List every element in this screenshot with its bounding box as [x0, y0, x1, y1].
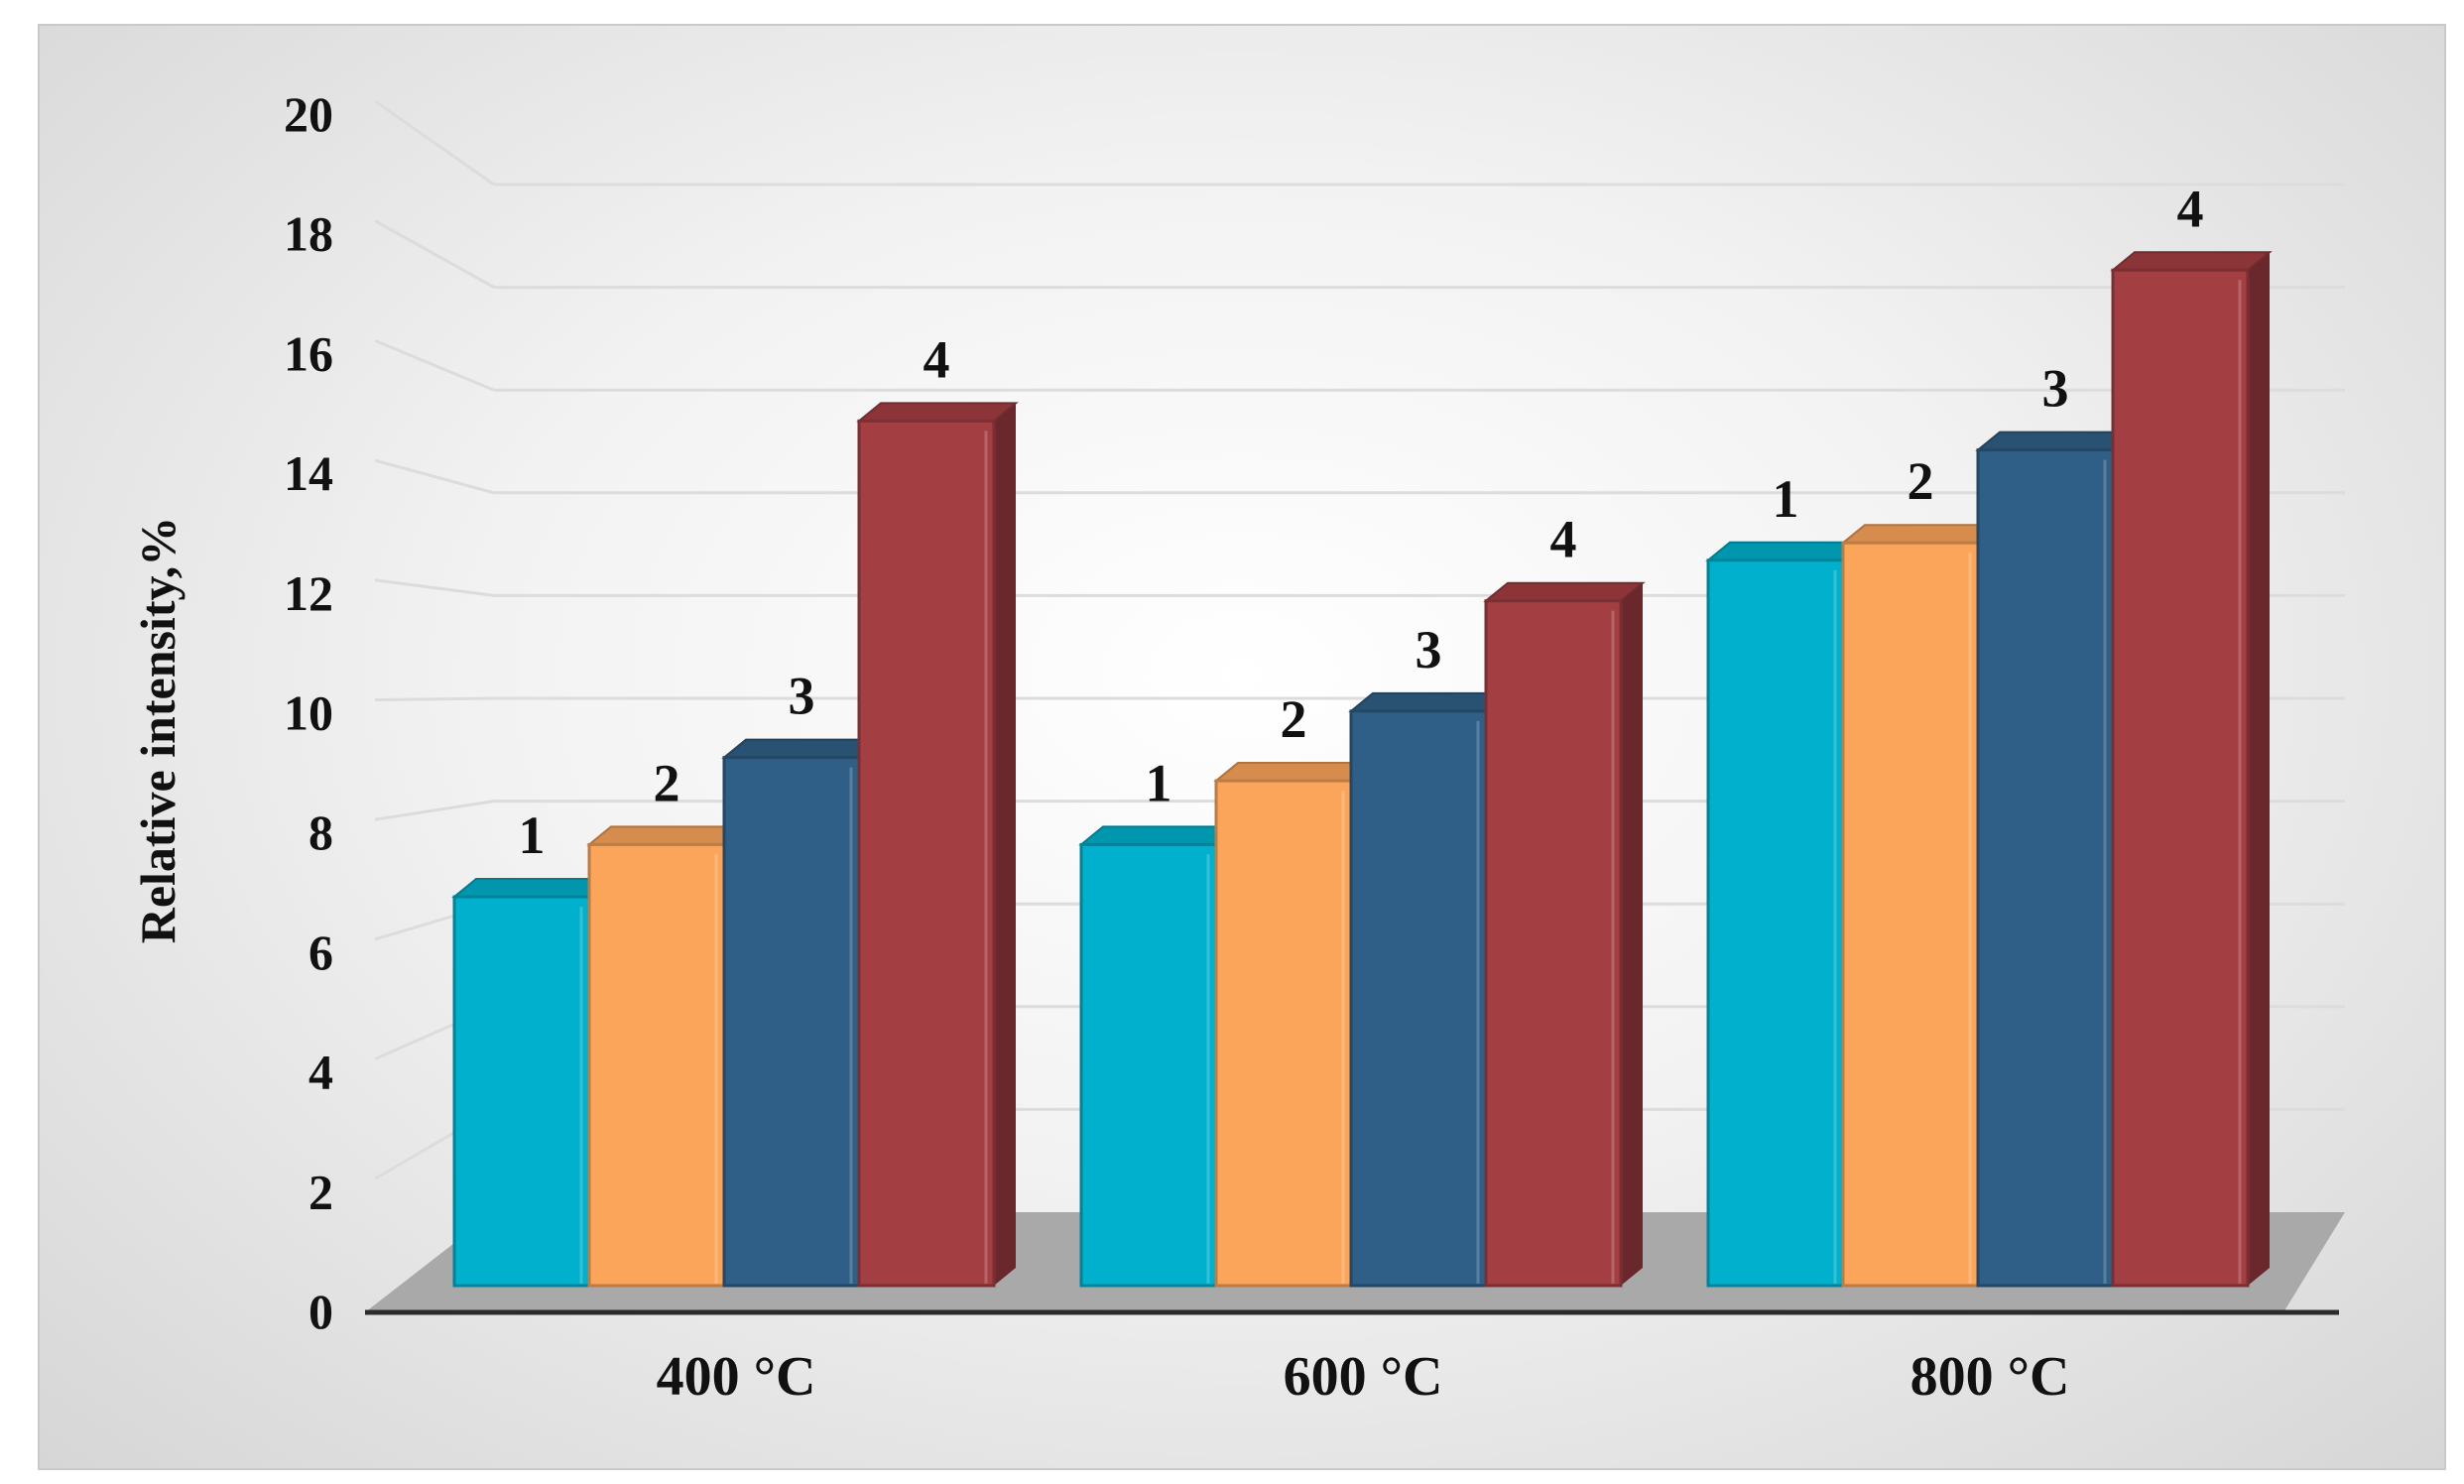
bar-series-1 — [451, 878, 614, 1288]
bar-series-4 — [1483, 581, 1646, 1288]
bar-series-label: 2 — [1281, 689, 1307, 749]
bar — [1841, 541, 1980, 1288]
bar-series-label: 1 — [1146, 753, 1172, 812]
bar — [1079, 842, 1218, 1288]
y-tick-label: 8 — [308, 804, 333, 860]
gridline-diagonal — [374, 800, 495, 821]
bar-top — [721, 738, 884, 759]
bar-top — [856, 402, 1019, 423]
bar-series-label: 4 — [1550, 510, 1577, 569]
bar-series-2 — [1840, 524, 2003, 1288]
y-tick-label: 0 — [308, 1284, 333, 1339]
y-tick-label: 18 — [284, 206, 333, 262]
bar — [1484, 599, 1623, 1288]
bar — [1214, 779, 1353, 1288]
gridline-diagonal — [374, 339, 495, 392]
bar-series-label: 1 — [519, 805, 546, 865]
y-tick-label: 20 — [284, 86, 333, 142]
bar — [587, 842, 726, 1288]
bar-side — [1621, 582, 1643, 1286]
bar-top — [1705, 541, 1868, 561]
bar-top — [1975, 431, 2138, 451]
bar-series-1 — [1078, 825, 1241, 1288]
bar-series-2 — [586, 825, 749, 1288]
bar-top — [451, 878, 614, 899]
bar — [1706, 558, 1845, 1288]
x-category-label: 800 °C — [1910, 1346, 2070, 1408]
bar-top — [1483, 581, 1646, 602]
bar-series-4 — [2110, 251, 2273, 1288]
bar-top — [2110, 251, 2273, 272]
gridline-diagonal — [374, 578, 495, 597]
bar-top — [1078, 825, 1241, 846]
bar-series-label: 4 — [2177, 179, 2204, 238]
bar-series-1 — [1705, 541, 1868, 1288]
x-category-label: 400 °C — [657, 1346, 816, 1408]
bar — [1349, 709, 1488, 1288]
bar-series-3 — [1348, 691, 1511, 1288]
bar — [722, 756, 861, 1288]
y-tick-label: 12 — [284, 565, 333, 621]
bar-side — [2248, 252, 2270, 1286]
bar-top — [1213, 762, 1376, 783]
y-tick-label: 4 — [308, 1045, 333, 1100]
gridline-diagonal — [374, 99, 495, 186]
bar-side — [994, 403, 1016, 1287]
y-axis-title: Relative intensity,% — [130, 517, 185, 944]
bar-series-label: 3 — [1416, 620, 1442, 680]
y-tick-label: 16 — [284, 325, 333, 381]
x-category-labels: 400 °C 600 °C 800 °C — [657, 1346, 2070, 1408]
bar-series-label: 3 — [789, 667, 815, 726]
bar-labels: 1 2 3 4 1 2 3 4 1 2 3 4 — [519, 179, 2204, 865]
y-tick-labels: 0 2 4 6 8 10 12 14 16 18 20 — [284, 86, 333, 1339]
gridline-diagonal — [374, 458, 495, 495]
bar-series-3 — [1975, 431, 2138, 1288]
y-tick-label: 14 — [284, 445, 333, 501]
bar-series-label: 1 — [1773, 469, 1799, 529]
bar-series-label: 2 — [1908, 451, 1934, 511]
gridline-diagonal — [374, 696, 495, 701]
y-tick-label: 10 — [284, 685, 333, 741]
gridline-diagonal — [374, 219, 495, 289]
bar-series-label: 4 — [924, 329, 950, 389]
bar-top — [1840, 524, 2003, 545]
bar — [452, 895, 591, 1288]
bar — [2111, 268, 2250, 1288]
bar-series-2 — [1213, 762, 1376, 1288]
y-tick-label: 2 — [308, 1164, 333, 1219]
bar-series-label: 3 — [2042, 359, 2069, 419]
y-tick-label: 6 — [308, 925, 333, 980]
x-category-label: 600 °C — [1284, 1346, 1443, 1408]
bar-series-3 — [721, 738, 884, 1288]
bar — [857, 419, 996, 1288]
bars — [451, 251, 2273, 1288]
bar-series-4 — [856, 402, 1019, 1288]
bar-series-label: 2 — [654, 753, 680, 812]
bar-top — [1348, 691, 1511, 712]
bar — [1976, 448, 2115, 1288]
bar-top — [586, 825, 749, 846]
